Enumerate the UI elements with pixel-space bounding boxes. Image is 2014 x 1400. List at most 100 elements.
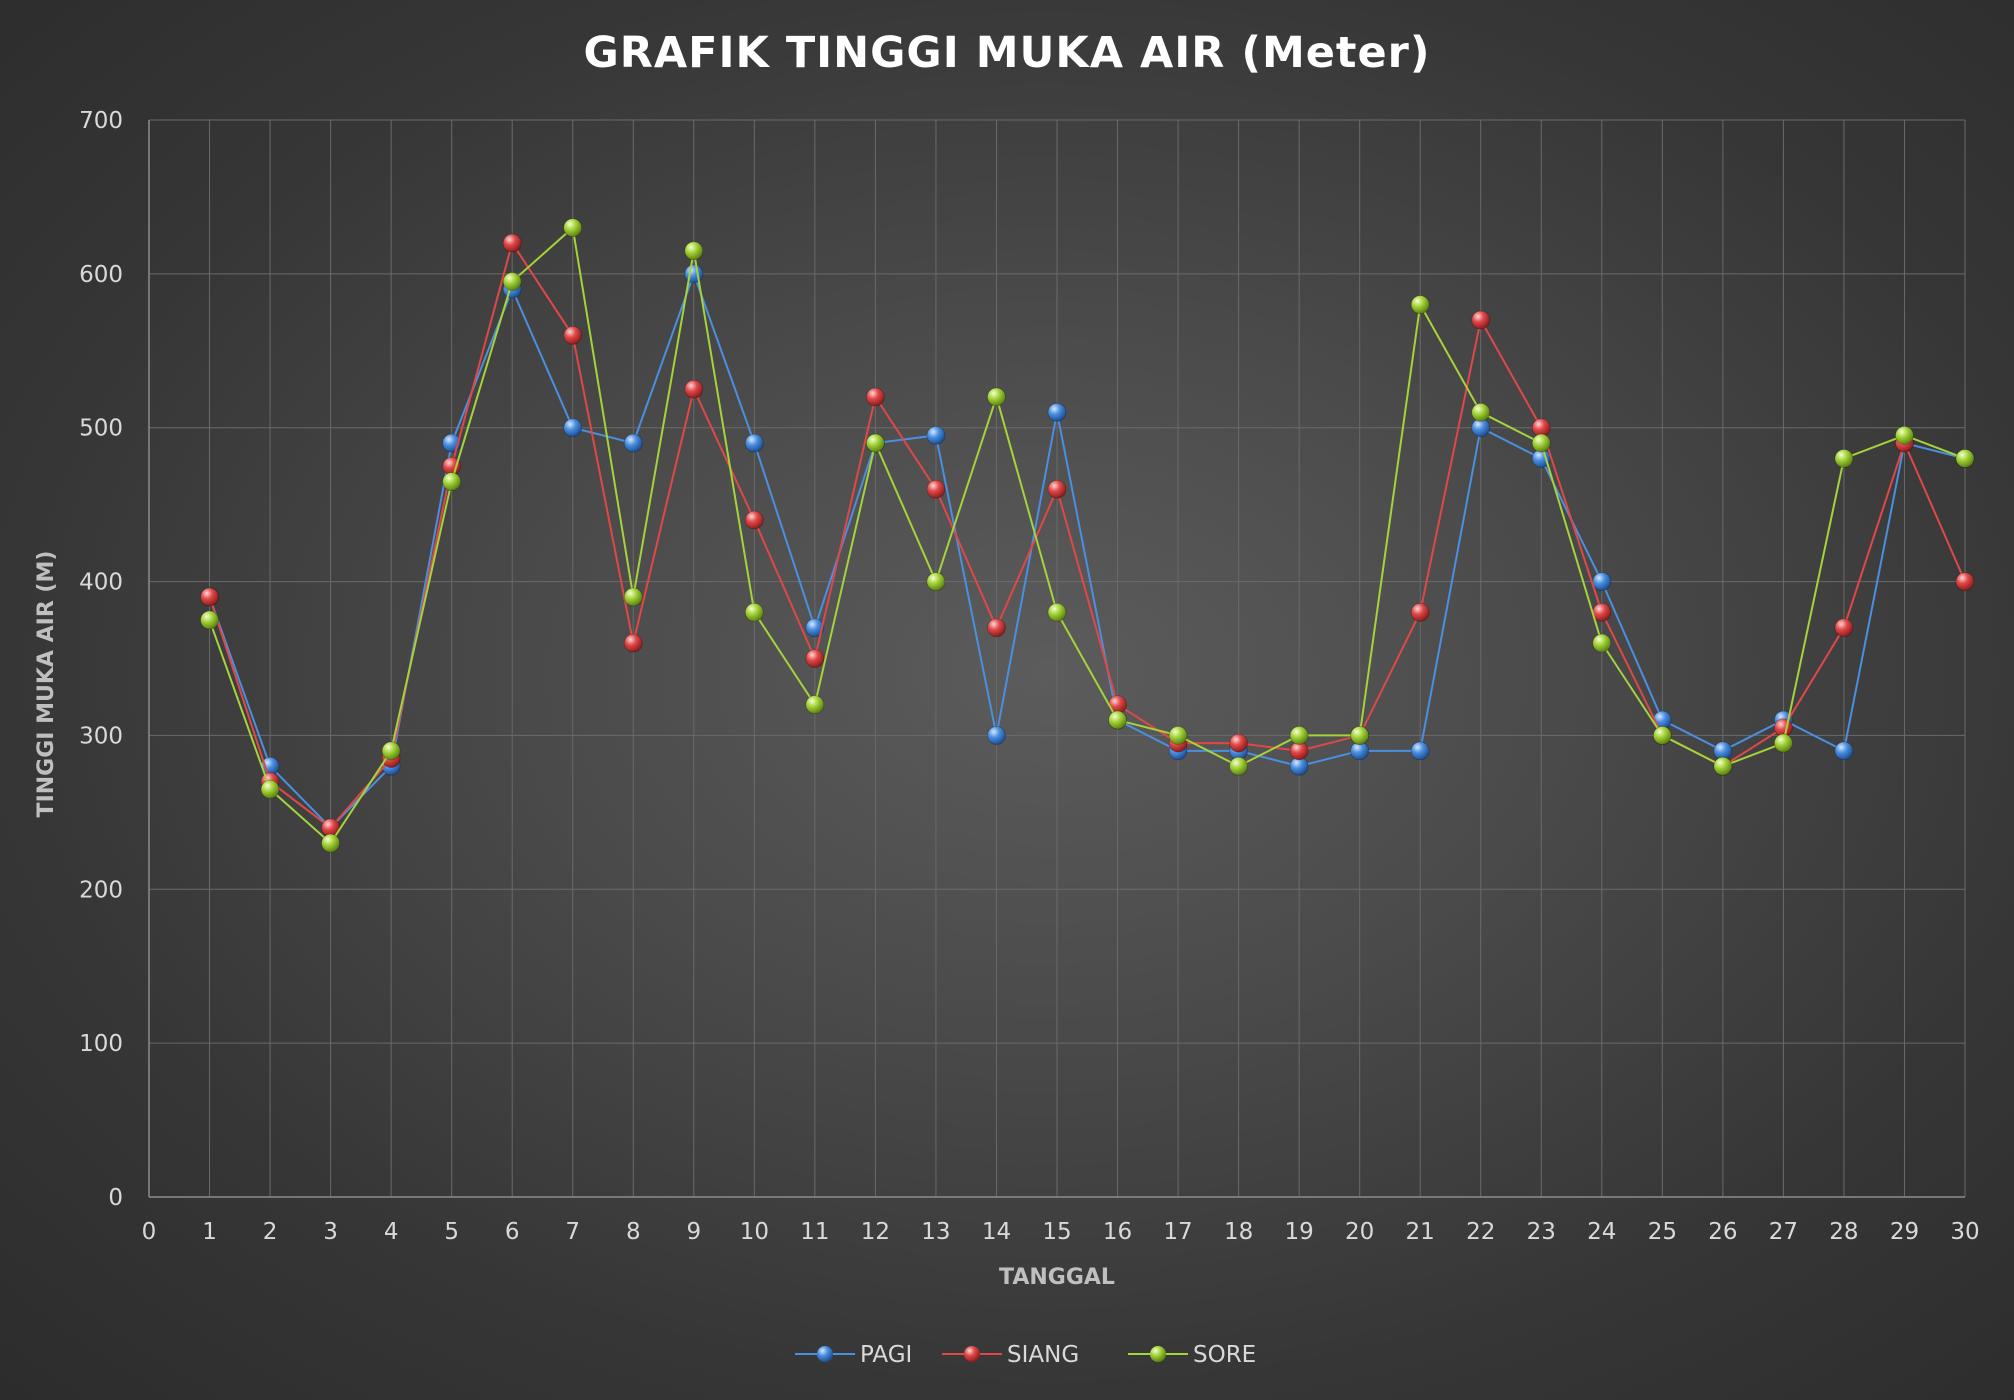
data-point — [1168, 726, 1188, 745]
data-point — [866, 433, 885, 453]
data-point — [1047, 402, 1067, 422]
x-tick-label: 20 — [1345, 1219, 1374, 1245]
data-point — [1955, 572, 1975, 591]
data-point — [744, 433, 764, 453]
x-tick-label: 7 — [565, 1219, 580, 1245]
data-point — [805, 618, 825, 638]
data-point — [744, 510, 764, 530]
data-point — [987, 726, 1006, 745]
legend-label: SORE — [1193, 1342, 1256, 1368]
legend-item-sore[interactable]: SORE — [1128, 1342, 1256, 1368]
y-tick-label: 200 — [79, 877, 123, 903]
legend-item-pagi[interactable]: PAGI — [795, 1342, 912, 1368]
data-point — [200, 610, 219, 630]
x-tick-label: 19 — [1284, 1219, 1313, 1245]
x-tick-label: 21 — [1406, 1219, 1435, 1245]
data-point — [1410, 295, 1430, 315]
x-tick-label: 4 — [384, 1219, 399, 1245]
data-point — [321, 833, 341, 853]
series-siang — [200, 233, 1975, 838]
y-tick-label: 700 — [79, 108, 123, 134]
data-point — [805, 695, 825, 715]
series-group — [200, 218, 1975, 853]
x-tick-label: 6 — [505, 1219, 520, 1245]
y-tick-label: 300 — [79, 723, 123, 749]
data-point — [744, 602, 764, 622]
data-point — [260, 779, 280, 799]
data-point — [1410, 741, 1430, 761]
x-tick-label: 2 — [263, 1219, 278, 1245]
legend-marker — [964, 1346, 980, 1362]
x-tick-label: 18 — [1224, 1219, 1253, 1245]
data-point — [1410, 602, 1430, 622]
y-tick-label: 500 — [79, 416, 123, 442]
data-point — [1834, 741, 1854, 761]
data-point — [502, 233, 522, 253]
series-line — [208, 225, 1966, 845]
x-tick-label: 15 — [1042, 1219, 1071, 1245]
data-point — [926, 572, 946, 591]
data-point — [1834, 449, 1854, 468]
x-tick-label: 3 — [323, 1219, 338, 1245]
chart-title: GRAFIK TINGGI MUKA AIR (Meter) — [583, 28, 1431, 78]
data-point — [1229, 733, 1248, 753]
x-tick-label: 26 — [1708, 1219, 1737, 1245]
data-point — [926, 479, 946, 499]
series-line — [208, 270, 1966, 830]
y-tick-label: 400 — [79, 570, 123, 596]
x-tick-label: 16 — [1103, 1219, 1132, 1245]
legend-marker — [1150, 1346, 1166, 1362]
x-tick-label: 10 — [740, 1219, 769, 1245]
x-tick-label: 14 — [982, 1219, 1011, 1245]
x-tick-label: 22 — [1466, 1219, 1495, 1245]
data-point — [1592, 633, 1612, 653]
data-point — [805, 649, 825, 668]
legend-label: PAGI — [860, 1342, 912, 1368]
y-tick-label: 0 — [108, 1185, 123, 1211]
data-point — [1289, 726, 1309, 745]
legend-item-siang[interactable]: SIANG — [942, 1342, 1079, 1368]
axes: 0 1 2 3 4 5 6 7 8 9 10 11 12 13 14 15 16 17 18 19 20 21 22 23 24… — [79, 108, 1980, 1245]
data-point — [1774, 733, 1793, 753]
x-tick-label: 30 — [1950, 1219, 1979, 1245]
x-tick-label: 29 — [1890, 1219, 1919, 1245]
y-axis-title: TINGGI MUKA AIR (M) — [34, 551, 59, 818]
x-tick-label: 1 — [202, 1219, 217, 1245]
data-point — [623, 633, 643, 653]
data-point — [502, 272, 522, 291]
x-tick-label: 23 — [1527, 1219, 1556, 1245]
y-tick-label: 600 — [79, 262, 123, 288]
data-point — [866, 387, 885, 407]
data-point — [623, 433, 643, 453]
data-point — [563, 418, 583, 438]
x-tick-label: 13 — [921, 1219, 950, 1245]
data-point — [684, 379, 704, 399]
data-point — [1895, 426, 1914, 445]
data-point — [987, 618, 1006, 638]
data-point — [1108, 710, 1127, 730]
data-point — [1955, 449, 1975, 468]
data-point — [381, 741, 401, 761]
data-point — [1471, 310, 1491, 330]
data-point — [200, 587, 219, 607]
x-tick-label: 17 — [1163, 1219, 1192, 1245]
x-tick-label: 28 — [1829, 1219, 1858, 1245]
data-point — [1592, 572, 1612, 591]
data-point — [623, 587, 643, 607]
data-point — [1350, 726, 1370, 745]
x-tick-label: 12 — [861, 1219, 890, 1245]
data-point — [1834, 618, 1854, 638]
y-tick-label: 100 — [79, 1031, 123, 1057]
x-tick-label: 9 — [686, 1219, 701, 1245]
data-point — [1592, 602, 1612, 622]
data-point — [1531, 433, 1551, 453]
x-tick-label: 5 — [444, 1219, 459, 1245]
series-pagi — [200, 264, 1975, 838]
data-point — [987, 387, 1006, 407]
x-tick-label: 27 — [1769, 1219, 1798, 1245]
data-point — [1652, 726, 1672, 745]
legend-marker — [817, 1346, 833, 1362]
data-point — [1047, 479, 1067, 499]
